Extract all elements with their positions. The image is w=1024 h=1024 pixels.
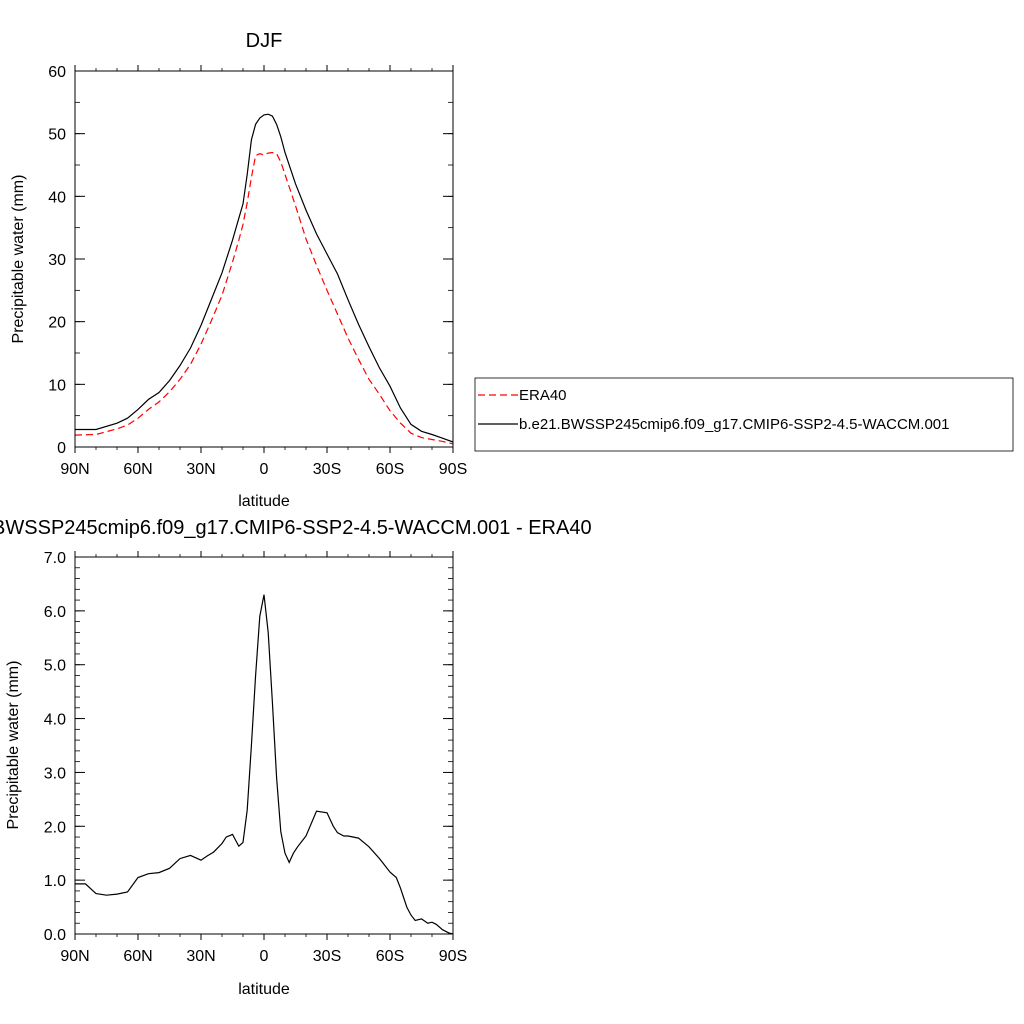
y-tick-label: 3.0 — [44, 765, 66, 782]
x-axis-label: latitude — [238, 493, 290, 510]
y-tick-label: 0.0 — [44, 927, 66, 944]
legend: ERA40 b.e21.BWSSP245cmip6.f09_g17.CMIP6-… — [474, 377, 1014, 452]
y-axis-label: Precipitable water (mm) — [10, 175, 27, 344]
y-tick-label: 4.0 — [44, 712, 66, 729]
x-tick-label: 90N — [60, 461, 89, 478]
y-tick-label: 60 — [48, 64, 66, 81]
y-tick-label: 1.0 — [44, 873, 66, 890]
x-tick-label: 60N — [123, 461, 152, 478]
x-tick-label: 90S — [439, 948, 467, 965]
y-tick-label: 2.0 — [44, 819, 66, 836]
y-tick-labels: 0.0 1.0 2.0 3.0 4.0 5.0 6.0 7.0 — [44, 550, 66, 944]
plot-frame — [74, 556, 454, 935]
x-tick-label: 60S — [376, 948, 404, 965]
x-tick-label: 0 — [260, 948, 269, 965]
y-tick-label: 0 — [57, 440, 66, 457]
x-tick-label: 60N — [123, 948, 152, 965]
series-line-0 — [75, 594, 454, 935]
series-line-1 — [75, 113, 454, 443]
chart-bottom: b.e21.BWSSP245cmip6.f09_g17.CMIP6-SSP2-4… — [0, 517, 592, 998]
y-tick-label: 40 — [48, 189, 66, 206]
x-tick-label: 30N — [186, 461, 215, 478]
series-lines — [74, 113, 454, 445]
legend-label-era40: ERA40 — [519, 387, 567, 404]
x-tick-label: 30S — [313, 461, 341, 478]
y-tick-label: 5.0 — [44, 658, 66, 675]
y-tick-label: 10 — [48, 377, 66, 394]
x-tick-label: 30N — [186, 948, 215, 965]
chart-title: DJF — [246, 30, 283, 52]
tick-marks — [74, 551, 454, 940]
chart-top: DJF 0 10 20 30 40 50 60 90N 60N 30N 0 30S 60S 90S la… — [10, 30, 467, 510]
x-tick-label: 0 — [260, 461, 269, 478]
x-tick-label: 90N — [60, 948, 89, 965]
x-tick-label: 60S — [376, 461, 404, 478]
y-tick-label: 6.0 — [44, 604, 66, 621]
plot-frame — [74, 70, 454, 448]
series-line-0 — [74, 151, 454, 445]
x-tick-labels: 90N 60N 30N 0 30S 60S 90S — [60, 461, 467, 478]
y-tick-label: 30 — [48, 252, 66, 269]
x-tick-labels: 90N 60N 30N 0 30S 60S 90S — [60, 948, 467, 965]
chart-title: b.e21.BWSSP245cmip6.f09_g17.CMIP6-SSP2-4… — [0, 517, 592, 539]
legend-box — [474, 377, 1014, 452]
series-lines — [75, 594, 454, 935]
tick-marks — [74, 65, 454, 453]
y-tick-label: 20 — [48, 315, 66, 332]
x-axis-label: latitude — [238, 981, 290, 998]
x-tick-label: 90S — [439, 461, 467, 478]
y-tick-label: 7.0 — [44, 550, 66, 567]
x-tick-label: 30S — [313, 948, 341, 965]
legend-label-model: b.e21.BWSSP245cmip6.f09_g17.CMIP6-SSP2-4… — [519, 416, 949, 433]
y-axis-label: Precipitable water (mm) — [5, 661, 22, 830]
y-tick-label: 50 — [48, 127, 66, 144]
y-tick-labels: 0 10 20 30 40 50 60 — [48, 64, 66, 457]
